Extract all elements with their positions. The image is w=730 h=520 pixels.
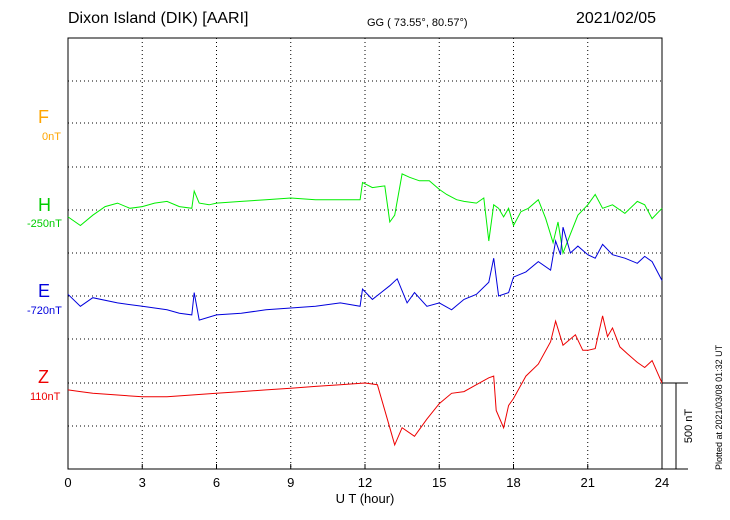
e-component-label: E — [38, 281, 51, 301]
plotted-at-note: Plotted at 2021/03/08 01:32 UT — [714, 344, 724, 470]
x-tick-label: 24 — [655, 475, 669, 490]
series-group — [67, 173, 663, 447]
x-tick-label: 9 — [287, 475, 294, 490]
x-tick-label: 3 — [139, 475, 146, 490]
plot-date: 2021/02/05 — [576, 10, 657, 27]
scale-bar-label: 500 nT — [683, 409, 695, 444]
station-coordinates: GG ( 73.55°, 80.57°) — [367, 17, 468, 29]
scale-bar: 500 nT — [662, 382, 695, 470]
z-component-label: Z — [38, 367, 49, 387]
station-title: Dixon Island (DIK) [AARI] — [68, 10, 249, 27]
x-tick-label: 6 — [213, 475, 220, 490]
series-z-line — [67, 315, 663, 447]
x-tick-label: 0 — [64, 475, 71, 490]
x-tick-label: 21 — [581, 475, 595, 490]
z-baseline-label: 110nT — [30, 391, 61, 403]
grid — [68, 38, 662, 469]
x-axis-ticks: 0 3 6 9 12 15 18 21 24 — [64, 464, 669, 490]
f-component-label: F — [38, 107, 49, 127]
x-axis-label: U T (hour) — [336, 491, 395, 506]
x-tick-label: 12 — [358, 475, 372, 490]
series-h-line — [67, 173, 663, 255]
x-tick-label: 18 — [506, 475, 520, 490]
x-tick-label: 15 — [432, 475, 446, 490]
h-baseline-label: -250nT — [27, 218, 62, 230]
f-baseline-label: 0nT — [42, 131, 61, 143]
e-baseline-label: -720nT — [27, 305, 62, 317]
series-e-line — [67, 227, 663, 321]
h-component-label: H — [38, 195, 51, 215]
